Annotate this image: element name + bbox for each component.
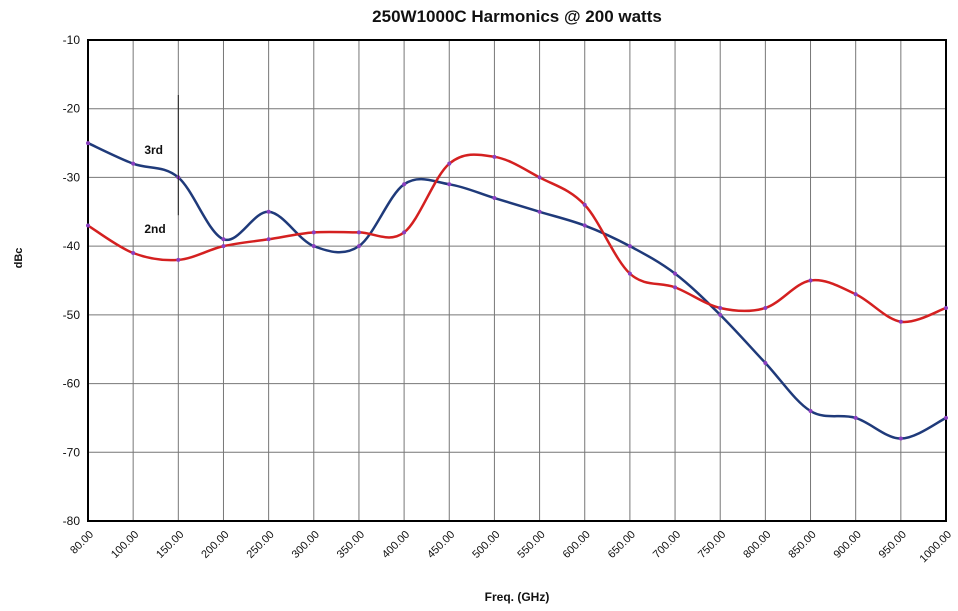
point-marker — [492, 196, 497, 201]
point-marker — [356, 230, 361, 235]
plot-frame — [87, 39, 947, 522]
x-tick-label: 850.00 — [786, 529, 818, 561]
x-tick-label: 950.00 — [877, 529, 909, 561]
y-tick-label: -20 — [63, 102, 81, 116]
x-tick-label: 300.00 — [290, 529, 322, 561]
y-tick-label: -40 — [63, 239, 81, 253]
point-marker — [86, 223, 90, 228]
x-tick-label: 400.00 — [380, 529, 412, 561]
point-marker — [582, 223, 587, 228]
point-marker — [221, 237, 226, 242]
x-tick-label: 550.00 — [515, 529, 547, 561]
point-marker — [673, 271, 678, 276]
point-marker — [853, 415, 858, 420]
point-marker — [718, 312, 723, 317]
x-tick-label: 350.00 — [335, 529, 367, 561]
point-marker — [673, 285, 678, 290]
point-marker — [718, 305, 723, 310]
point-marker — [898, 436, 903, 441]
x-tick-label: 500.00 — [470, 529, 502, 561]
x-tick-label: 700.00 — [651, 529, 683, 561]
label-bg — [138, 138, 177, 157]
x-axis-title: Freq. (GHz) — [485, 590, 550, 604]
y-tick-label: -80 — [63, 514, 81, 528]
point-marker — [853, 292, 858, 297]
y-tick-label: -30 — [63, 170, 81, 184]
x-tick-label: 600.00 — [561, 529, 593, 561]
x-tick-label: 650.00 — [606, 529, 638, 561]
point-marker — [402, 230, 407, 235]
point-marker — [221, 244, 226, 249]
point-marker — [944, 305, 948, 310]
point-marker — [402, 182, 407, 187]
y-axis-title: dBc — [13, 248, 25, 269]
point-marker — [356, 244, 361, 249]
point-marker — [808, 278, 813, 283]
point-marker — [627, 271, 632, 276]
point-marker — [176, 257, 181, 262]
series-line — [87, 153, 947, 324]
point-marker — [266, 209, 271, 214]
x-tick-label: 200.00 — [199, 529, 231, 561]
point-marker — [311, 230, 316, 235]
point-marker — [808, 409, 813, 414]
point-marker — [763, 305, 768, 310]
point-marker — [492, 154, 497, 159]
point-marker — [763, 360, 768, 365]
x-tick-label: 800.00 — [741, 529, 773, 561]
label-bg — [138, 217, 177, 236]
point-marker — [131, 161, 136, 166]
y-tick-label: -70 — [63, 445, 81, 459]
series-label: 3rd — [144, 143, 163, 157]
x-tick-label: 900.00 — [832, 529, 864, 561]
y-tick-label: -60 — [63, 377, 81, 391]
x-tick-label: 100.00 — [109, 529, 141, 561]
series-line — [87, 141, 947, 440]
x-tick-label: 250.00 — [244, 529, 276, 561]
y-tick-label: -50 — [63, 308, 81, 322]
point-marker — [311, 244, 316, 249]
point-marker — [447, 161, 452, 166]
x-tick-label: 450.00 — [425, 529, 457, 561]
x-tick-label: 1000.00 — [918, 529, 955, 566]
x-tick-label: 750.00 — [696, 529, 728, 561]
point-marker — [627, 244, 632, 249]
point-marker — [944, 415, 948, 420]
x-tick-label: 80.00 — [68, 529, 96, 557]
point-marker — [131, 251, 136, 256]
x-tick-label: 150.00 — [154, 529, 186, 561]
point-marker — [537, 209, 542, 214]
y-tick-label: -10 — [63, 33, 81, 47]
point-marker — [447, 182, 452, 187]
point-marker — [898, 319, 903, 324]
point-marker — [582, 202, 587, 207]
point-marker — [266, 237, 271, 242]
point-marker — [86, 141, 90, 146]
series-label: 2nd — [144, 222, 165, 236]
chart-title: 250W1000C Harmonics @ 200 watts — [372, 7, 662, 26]
point-marker — [537, 175, 542, 180]
